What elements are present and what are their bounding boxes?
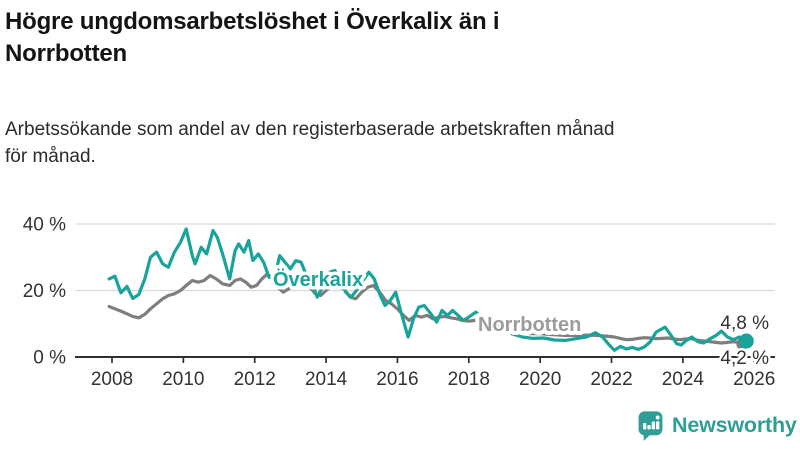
chart-subtitle-line-1: Arbetssökande som andel av den registerb… — [5, 119, 615, 140]
x-tick-label: 2018 — [448, 369, 490, 390]
chart-subtitle: Arbetssökande som andel av den registerb… — [5, 117, 797, 171]
x-tick-label: 2020 — [519, 369, 561, 390]
x-tick-label: 2012 — [234, 369, 276, 390]
y-tick-label: 0 % — [33, 348, 66, 369]
newsworthy-logo[interactable]: Newsworthy — [636, 410, 797, 441]
overkalix-end-dot — [738, 333, 754, 349]
page-title-line-1: Högre ungdomsarbetslöshet i Överkalix än… — [5, 8, 500, 35]
norrbotten-end-value-label: 4,2 % — [720, 348, 769, 369]
norrbotten-series-label: Norrbotten — [478, 314, 581, 336]
y-tick-label: 40 % — [23, 214, 66, 235]
overkalix-series-label: Överkalix — [273, 268, 363, 291]
overkalix-end-value-label: 4,8 % — [720, 313, 769, 334]
x-tick-label: 2024 — [662, 369, 705, 390]
page-title-line-2: Norrbotten — [5, 39, 127, 67]
page-title: Högre ungdomsarbetslöshet i Överkalix än… — [5, 6, 695, 70]
y-tick-label: 20 % — [23, 281, 66, 302]
newsworthy-logo-icon — [638, 411, 663, 441]
x-tick-label: 2016 — [376, 369, 418, 390]
overkalix-line — [107, 227, 747, 352]
norrbotten-line — [107, 272, 747, 345]
newsworthy-logo-text: Newsworthy — [672, 413, 797, 437]
x-tick-label: 2008 — [91, 369, 133, 390]
x-tick-label: 2014 — [305, 369, 348, 390]
x-tick-label: 2022 — [590, 369, 632, 390]
x-tick-label: 2010 — [162, 369, 204, 390]
x-tick-label: 2026 — [733, 369, 775, 390]
chart-subtitle-line-2: för månad. — [5, 145, 96, 167]
